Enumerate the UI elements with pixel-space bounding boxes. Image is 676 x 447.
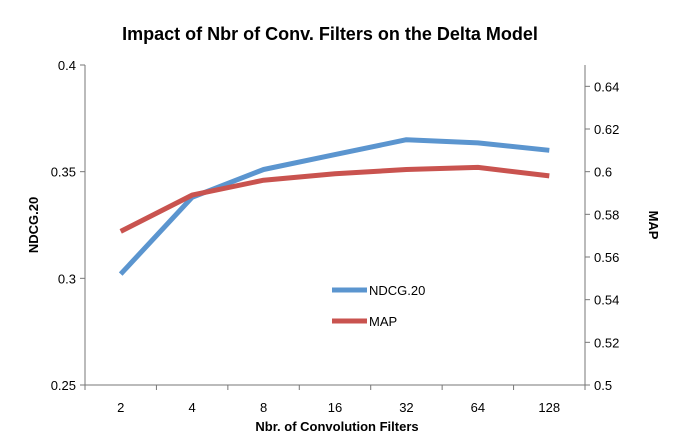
x-tick-label: 128 (538, 400, 560, 415)
y2-tick-label: 0.62 (594, 122, 619, 137)
y-tick-label: 0.25 (51, 378, 76, 393)
x-tick-label: 8 (260, 400, 267, 415)
y2-tick-label: 0.52 (594, 335, 619, 350)
y2-tick-label: 0.54 (594, 293, 619, 308)
y2-axis-label: MAP (646, 211, 661, 240)
y-tick-label: 0.3 (58, 271, 76, 286)
legend-label-ndcg-20: NDCG.20 (369, 283, 425, 298)
y2-tick-label: 0.58 (594, 207, 619, 222)
y-tick-label: 0.4 (58, 58, 76, 73)
x-tick-label: 2 (117, 400, 124, 415)
series-line-ndcg-20 (118, 137, 550, 276)
x-tick-label: 4 (189, 400, 196, 415)
x-tick-label: 32 (399, 400, 413, 415)
x-axis-label: Nbr. of Convolution Filters (255, 419, 418, 434)
x-tick-label: 64 (471, 400, 485, 415)
series-line-map (119, 164, 550, 234)
x-tick-label: 16 (328, 400, 342, 415)
y-tick-label: 0.35 (51, 165, 76, 180)
y-axis-label: NDCG.20 (26, 197, 41, 253)
y2-tick-label: 0.56 (594, 250, 619, 265)
y2-tick-label: 0.64 (594, 79, 619, 94)
y2-tick-label: 0.6 (594, 165, 612, 180)
y2-tick-label: 0.5 (594, 378, 612, 393)
chart-title: Impact of Nbr of Conv. Filters on the De… (122, 24, 538, 44)
legend-label-map: MAP (369, 314, 397, 329)
